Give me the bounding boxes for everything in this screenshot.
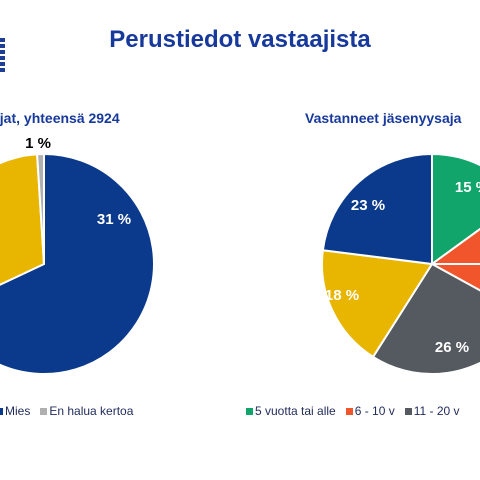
right-legend: 5 vuotta tai alle 6 - 10 v 11 - 20 v [246,404,464,418]
pie-1-slice-1 [428,227,480,265]
pie-1-slice-5 [321,152,433,266]
pie-0-slice-2 [36,152,45,265]
pie-0-label-2: 1 % [25,135,51,152]
legend-1-item-2: 11 - 20 v [404,404,460,418]
legend-1-label-2: 11 - 20 v [413,404,460,418]
legend-0-swatch-0 [0,407,3,415]
pie-1-slice-4 [321,249,434,359]
logo-strip [0,38,5,74]
pie-1-label-5: 23 % [351,197,385,214]
pie-1-label-0: 15 % [455,179,480,196]
legend-1-item-0: 5 vuotta tai alle [246,404,336,418]
pie-0-label-1: 31 % [97,211,131,228]
legend-1-item-1: 6 - 10 v [345,404,395,418]
slide-title: Perustiedot vastaajista [109,26,371,53]
legend-1-swatch-0 [246,407,253,415]
left-chart-title: ajat, yhteensä 2924 [0,110,120,126]
legend-0-label-0: Mies [5,404,31,418]
pie-1-label-4: 18 % [325,287,359,304]
legend-1-swatch-2 [404,407,412,415]
legend-1-swatch-1 [345,407,353,415]
pie-1-label-3: 26 % [435,339,469,356]
pie-0-slice-0 [0,152,155,375]
pie-0-slice-1 [0,153,46,286]
left-legend: Mies En halua kertoa [0,404,137,418]
legend-1-label-1: 6 - 10 v [354,404,395,418]
legend-0-swatch-1 [40,407,48,415]
legend-1-label-0: 5 vuotta tai alle [255,404,336,418]
right-chart-title: Vastanneet jäsenyysaja [305,110,462,126]
legend-0-label-1: En halua kertoa [49,404,134,418]
legend-0-item-0: Mies [0,404,30,418]
pie-1-slice-3 [371,262,480,375]
pie-1-slice-0 [431,152,480,266]
legend-0-item-1: En halua kertoa [40,404,133,418]
